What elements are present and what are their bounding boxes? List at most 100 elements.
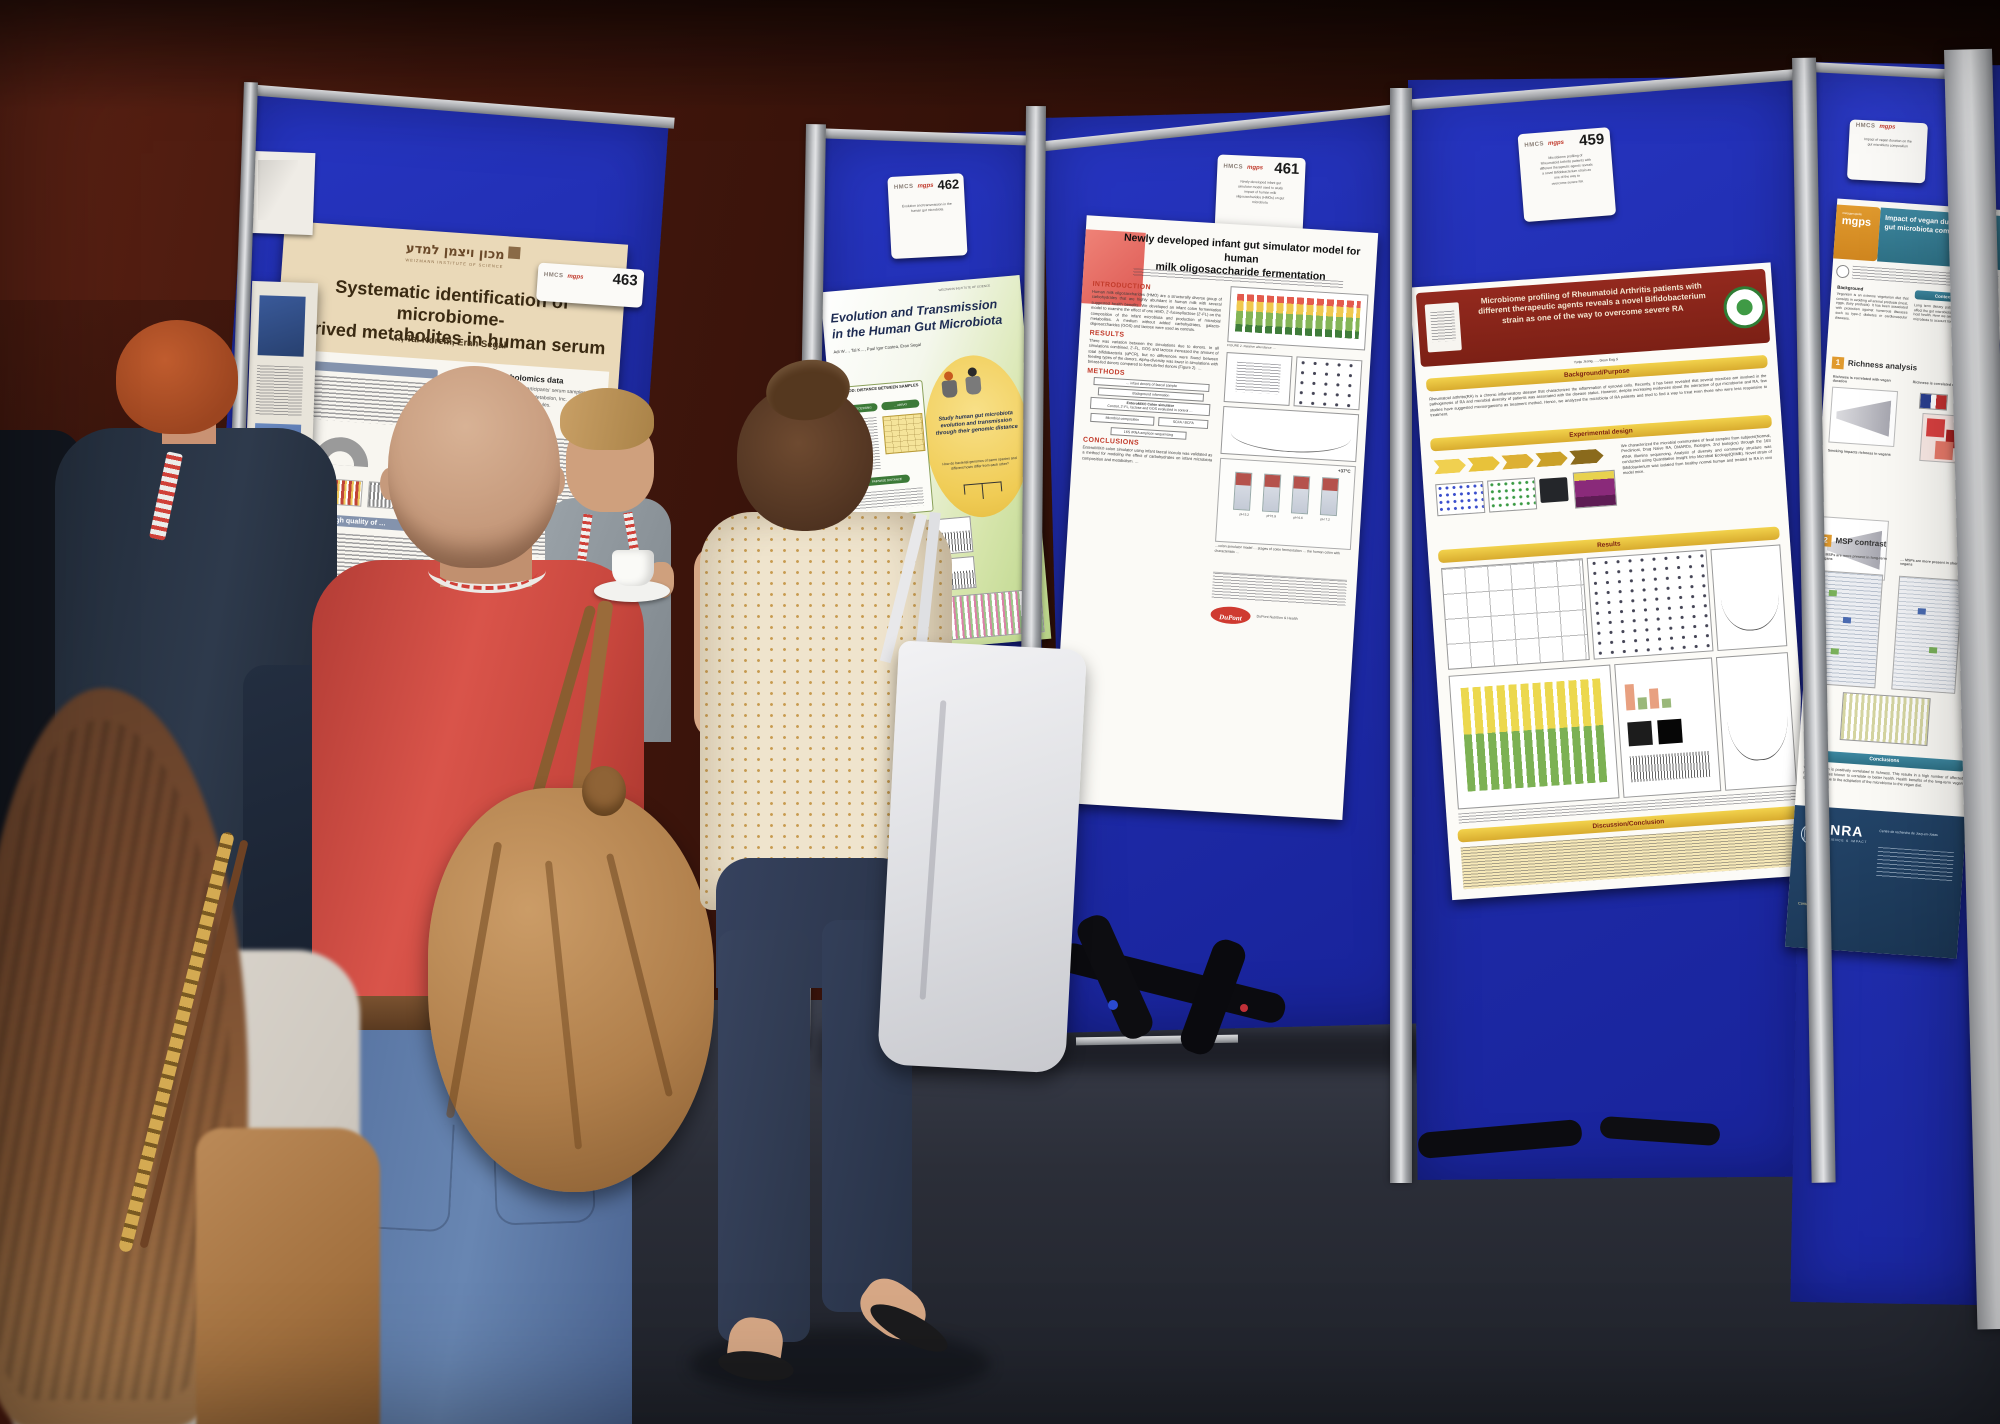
design-text: We characterized the microbial communiti… [1620, 432, 1773, 476]
illegible-text [255, 365, 304, 417]
frame-column-cd [1390, 88, 1412, 1183]
simulator-vessel [1290, 475, 1311, 515]
results-line-chart [1710, 544, 1788, 652]
mgps-logo: mgps [917, 182, 934, 190]
hmcs-logo: HMCS [1855, 122, 1876, 130]
hmcs-logo: HMCS [1223, 163, 1244, 171]
poster-tag-462: HMCS mgps 462 Evolution and transmission… [887, 173, 968, 260]
section1-title: Richness analysis [1847, 358, 1918, 373]
inra-logo: INRA SCIENCE & IMPACT [1824, 821, 1868, 845]
results-line-chart-2 [1715, 652, 1798, 791]
hmcs-logo: HMCS [1524, 140, 1545, 149]
scatter-figure [1293, 356, 1363, 411]
section1-number: 1 [1831, 356, 1845, 370]
coffee-saucer [594, 580, 670, 602]
leather-bag-knot [582, 766, 626, 816]
yellow-circle-graphic: Study human gut microbiota evolution and… [918, 351, 1037, 522]
figure2-stacked-bars [1227, 286, 1369, 351]
foreground-bag [196, 1128, 380, 1424]
msp-cell [1830, 648, 1839, 655]
mgps-logo: mgps [1547, 139, 1565, 147]
colon-simulator-figure: +37°C pH 5.2 pH 5.9 pH 6.6 pH 7.2 [1215, 457, 1356, 551]
method-ribbon-2: … ARRAY [881, 399, 920, 411]
cone-plot-1 [1828, 386, 1899, 448]
left-logo-box [1424, 302, 1462, 353]
footer-lines [1876, 846, 1955, 883]
mini-flag-chart [1918, 392, 1948, 411]
poster-462-question: How do bacterial genomes of same species… [942, 455, 1017, 471]
small-logo-circle [1835, 264, 1850, 279]
poster-461-left-column: INTRODUCTION Human milk oligosaccharides… [1082, 278, 1223, 469]
attendee-bald-lanyard-text [436, 552, 538, 590]
poster-461: Newly developed infant gut simulator mod… [1050, 215, 1379, 820]
weight-strap-blue [1108, 1000, 1118, 1010]
results-stacked-bars [1448, 664, 1620, 810]
inra-center: Centre de recherche de Jouy-en-Josas [1879, 828, 1938, 838]
background-text: Veganism is an extreme vegetarian diet t… [1834, 291, 1909, 321]
weight-strap-red [1240, 1004, 1248, 1012]
simulator-vessel [1261, 473, 1282, 513]
mgps-logo: mgps [567, 273, 584, 281]
method-step: Microbial composition [1090, 413, 1155, 426]
poster-board-d: HMCS mgps 459 Microbiome profiling of Rh… [1408, 76, 1814, 1180]
tote-bag [877, 640, 1087, 1074]
msp-cell [1928, 646, 1938, 654]
heatmap-cell [1925, 418, 1946, 438]
poster-459-title: Microbiome profiling of Rheumatoid Arthr… [1477, 281, 1707, 326]
dot-plate-figure [1435, 480, 1486, 517]
ph-label: pH 6.6 [1293, 515, 1303, 521]
sequencer-thumbnail [1539, 477, 1569, 503]
boxplot-figure [1223, 352, 1293, 406]
results-panel-grid [1441, 558, 1590, 670]
method-step: SCFA / BCFA [1158, 417, 1209, 429]
flow-arrow [1569, 448, 1604, 464]
mini-yellow-table [882, 412, 926, 455]
attendee-gray-hair [560, 388, 654, 450]
flow-arrow [1434, 458, 1467, 474]
flow-arrow [1535, 451, 1568, 467]
flow-arrow [1467, 456, 1500, 472]
msp-cell [1828, 589, 1838, 597]
hmcs-logo: HMCS [893, 183, 914, 191]
illegible-footnotes [1211, 571, 1347, 607]
poster-number: 463 [612, 270, 639, 290]
dendrogram-icon [1000, 481, 1003, 492]
msp-barcode-2 [1891, 575, 1964, 694]
poster-number: 461 [1273, 159, 1300, 178]
temperature-label: +37°C [1337, 468, 1351, 474]
figure-thumbnail [257, 295, 306, 357]
poster-tag-459: HMCS mgps 459 Microbiome profiling of Rh… [1517, 127, 1617, 223]
poster-tag-vegan: HMCS mgps Impact of vegan duration on th… [1846, 119, 1928, 184]
poster-tag-463: HMCS mgps 463 [536, 262, 645, 308]
intro-text: Human milk oligosaccharides (HMO) are a … [1089, 288, 1223, 333]
poster-462-goal: Study human gut microbiota evolution and… [935, 410, 1019, 438]
cartoon-body-icon [941, 379, 958, 399]
attendee-bald-head [388, 366, 560, 568]
caption-3: Smoking impacts richness in vegans [1827, 448, 1891, 457]
poster-number: 462 [937, 176, 960, 193]
dot-plate-figure [1487, 477, 1538, 513]
ph-label: pH 5.2 [1239, 512, 1250, 517]
mgps-logo: mgps [1246, 164, 1264, 171]
heatmap-cell [1934, 440, 1954, 461]
msp-cell [1842, 616, 1852, 624]
background-label: Background [1837, 284, 1864, 292]
green-circle-logo [1722, 284, 1768, 330]
msp-detail-box [1839, 692, 1931, 747]
dupont-logo: DuPont [1210, 605, 1252, 625]
flow-arrow [1501, 453, 1534, 469]
mgps-orange-logo: metagenopolis mgps [1833, 204, 1881, 262]
mgps-logo: mgps [1879, 123, 1896, 131]
heatmap-thumbnail [1572, 469, 1618, 509]
ph-label: pH 5.9 [1266, 513, 1277, 519]
hmcs-logo: HMCS [543, 271, 564, 279]
dupont-caption: DuPont Nutrition & Health [1256, 614, 1298, 621]
attendee-redhair-hair [116, 320, 238, 434]
poster-board-c: HMCS mgps 461 Newly developed infant gut… [1042, 108, 1422, 1033]
simulator-vessel [1319, 477, 1340, 517]
attendee-bun-jeans-left-leg [718, 930, 810, 1342]
ph-label: pH 7.2 [1320, 517, 1330, 522]
line-chart-figure [1220, 405, 1360, 463]
weizmann-emblem-icon [508, 246, 522, 260]
